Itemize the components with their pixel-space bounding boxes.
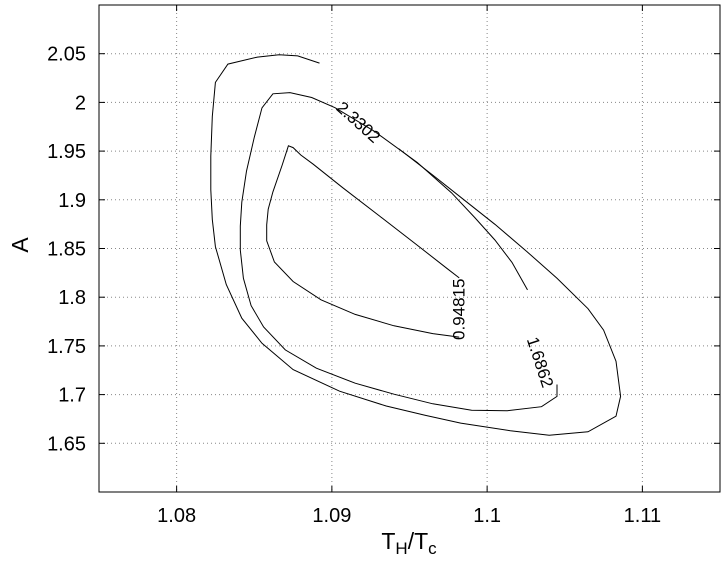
contour-lines — [210, 54, 622, 436]
plot-frame — [98, 4, 721, 493]
x-tick-label: 1.09 — [312, 505, 351, 527]
y-axis-label: A — [7, 237, 33, 253]
contour-label: 2.3302 — [333, 98, 384, 147]
x-tick-label: 1.11 — [624, 505, 661, 527]
y-tick-label: 1.65 — [47, 433, 86, 455]
contour-line-2.3302 — [210, 54, 622, 436]
x-tick-label: 1.1 — [473, 505, 501, 527]
y-tick-label: 2.05 — [47, 44, 86, 66]
y-tick-label: 1.8 — [58, 287, 86, 309]
y-tick-label: 2 — [75, 92, 86, 114]
y-tick-label: 1.7 — [58, 385, 86, 407]
y-tick-label: 1.75 — [47, 336, 86, 358]
contour-line-1.6862 — [239, 92, 558, 412]
contour-label: 0.94815 — [450, 278, 469, 339]
axis-ticks: 1.08 1.09 1.1 1.11 1.65 1.7 1.75 1.8 1.85 1.9 1.95… — [47, 5, 720, 527]
y-tick-label: 1.95 — [47, 141, 86, 163]
y-tick-label: 1.85 — [47, 239, 86, 261]
x-axis-label: TH/Tc — [381, 528, 437, 558]
contour-line-0.94815 — [266, 145, 460, 338]
contour-label: 1.6862 — [523, 335, 557, 390]
grid — [99, 5, 720, 492]
y-tick-label: 1.9 — [58, 190, 86, 212]
x-tick-label: 1.08 — [157, 505, 196, 527]
